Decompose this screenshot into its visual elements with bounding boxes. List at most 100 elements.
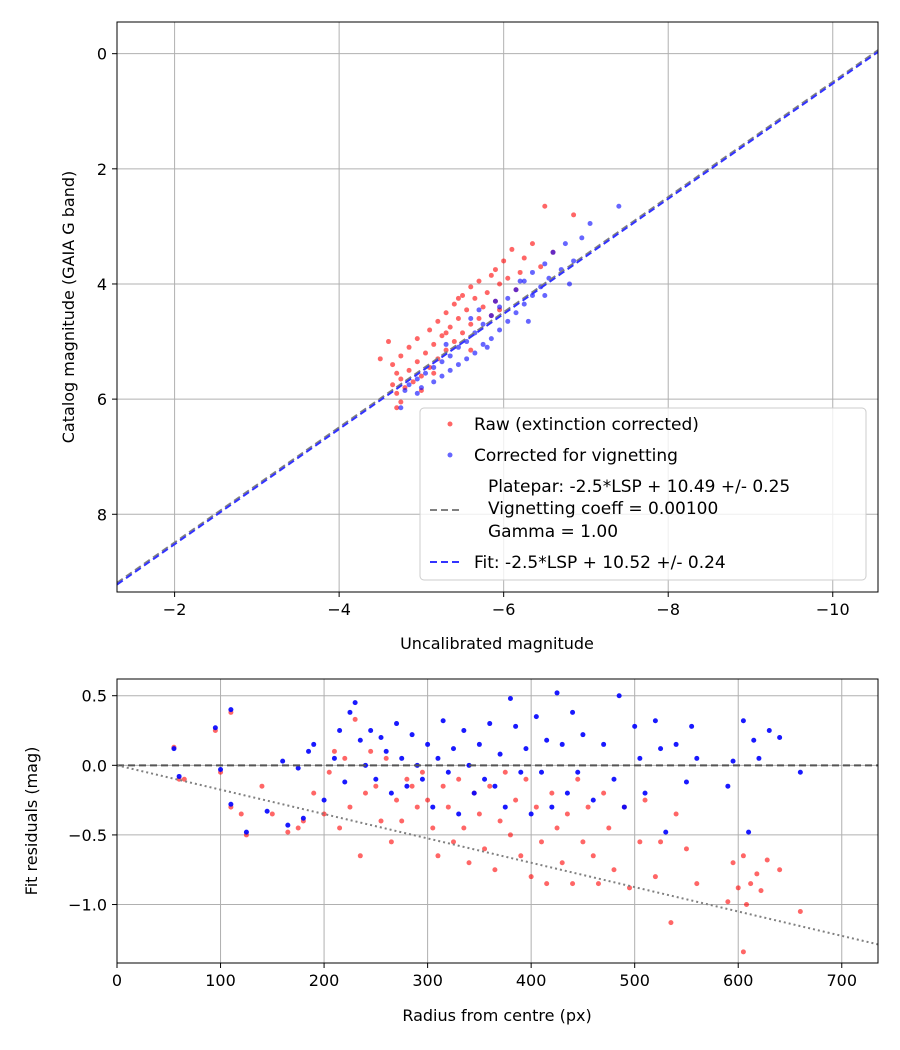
raw-residual-point [347,804,353,810]
legend-platepar-line3: Gamma = 1.00 [488,522,618,542]
corrected-residual-point [482,776,488,782]
raw-residual-point [744,902,750,908]
raw-residual-point [740,949,746,955]
corrected-point [550,249,556,255]
raw-residual-point [740,853,746,859]
legend-raw-label: Raw (extinction corrected) [474,415,699,435]
corrected-point [439,373,445,379]
corrected-residual-point [492,783,498,789]
raw-residual-point [466,860,472,866]
top-ylabel: Catalog magnitude (GAIA G band) [59,171,78,443]
legend-platepar-line2: Vignetting coeff = 0.00100 [488,499,718,519]
corrected-residual-point [797,769,803,775]
raw-point [410,379,416,385]
corrected-point [513,287,519,293]
raw-residual-point [430,825,436,831]
platepar-line [117,49,878,584]
raw-residual-point [295,825,301,831]
corrected-residual-point [601,741,607,747]
corrected-point [398,405,404,411]
bottom-axes-frame [116,678,879,964]
raw-residual-point [476,811,482,817]
raw-point [501,258,507,264]
raw-residual-point [518,853,524,859]
corrected-residual-point [440,718,446,724]
raw-residual-point [311,790,317,796]
legend-fit-label: Fit: -2.5*LSP + 10.52 +/- 0.24 [474,553,726,573]
raw-residual-point [658,839,664,845]
x-tick-label: 300 [412,971,443,990]
x-tick-label: 600 [723,971,754,990]
raw-point [377,356,383,362]
corrected-residual-point [352,700,358,706]
corrected-residual-point [461,728,467,734]
corrected-residual-point [399,755,405,761]
raw-point [398,399,404,405]
corrected-point [616,203,622,209]
corrected-residual-point [285,822,291,828]
raw-point [443,310,449,316]
corrected-residual-point [575,769,581,775]
raw-residual-point [735,885,741,891]
corrected-residual-point [171,746,177,752]
top-ticks: −2 −4 −6 −8 −10 0 2 4 6 8 [97,45,850,619]
raw-point [418,373,424,379]
raw-point [406,367,412,373]
raw-residual-point [326,769,332,775]
y-tick-label: 6 [97,390,107,409]
corrected-residual-point [658,746,664,752]
top-plot-area [117,49,878,586]
raw-point [414,359,420,365]
raw-residual-point [559,860,565,866]
corrected-point [443,341,449,347]
y-tick-label: 0.5 [82,687,107,706]
corrected-residual-point [751,737,757,743]
corrected-residual-point [502,804,508,810]
corrected-residual-point [228,801,234,807]
raw-residual-point [554,825,560,831]
raw-residual-point [352,716,358,722]
corrected-point [587,221,593,227]
corrected-point [464,339,470,345]
raw-residual-point [487,783,493,789]
raw-point [571,212,577,218]
corrected-residual-point [445,769,451,775]
raw-residual-point [435,853,441,859]
raw-residual-point [388,839,394,845]
raw-residual-point [601,790,607,796]
corrected-residual-point [616,693,622,699]
corrected-residual-point [425,741,431,747]
corrected-residual-point [311,741,317,747]
raw-residual-point [637,839,643,845]
corrected-point [406,382,412,388]
corrected-residual-point [373,776,379,782]
corrected-point [521,278,527,284]
raw-residual-point [357,853,363,859]
corrected-residual-point [590,797,596,803]
corrected-residual-point [337,728,343,734]
corrected-point [447,353,453,359]
raw-residual-point [590,853,596,859]
y-tick-label: 4 [97,275,107,294]
raw-residual-point [730,860,736,866]
raw-residual-point [507,832,513,838]
raw-residual-point [673,811,679,817]
x-tick-label: −2 [163,600,187,619]
corrected-point [497,304,503,310]
corrected-residual-point [471,790,477,796]
corrected-residual-point [435,755,441,761]
raw-residual-point [611,867,617,873]
corrected-residual-point [570,709,576,715]
corrected-residual-point [621,804,627,810]
corrected-residual-point [642,790,648,796]
corrected-residual-point [295,765,301,771]
corrected-point [562,241,568,247]
raw-residual-point [668,920,674,926]
corrected-residual-point [756,755,762,761]
raw-point [476,278,482,284]
vignetting-line [117,764,878,946]
raw-residual-point [404,776,410,782]
corrected-residual-point [383,748,389,754]
corrected-residual-point [507,695,513,701]
